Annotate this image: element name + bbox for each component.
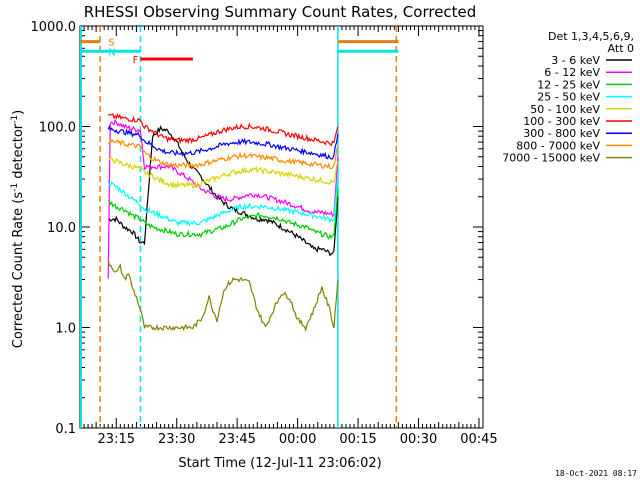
legend-label: 3 - 6 keV bbox=[551, 54, 600, 67]
series-line bbox=[107, 124, 339, 160]
y-axis-label: Corrected Count Rate (s-1 detector-1) bbox=[10, 110, 26, 348]
y-tick-label: 1.0 bbox=[55, 322, 76, 337]
chart-title: RHESSI Observing Summary Count Rates, Co… bbox=[84, 3, 477, 21]
x-tick-label: 00:45 bbox=[460, 432, 497, 447]
y-tick-label: 0.1 bbox=[55, 422, 76, 437]
legend-label: 300 - 800 keV bbox=[523, 127, 600, 140]
x-axis-label: Start Time (12-Jul-11 23:06:02) bbox=[178, 456, 381, 471]
legend-label: 6 - 12 keV bbox=[544, 66, 600, 79]
legend-header-line: Att 0 bbox=[608, 42, 634, 55]
flag-label: F bbox=[133, 55, 139, 66]
series-line bbox=[107, 172, 339, 227]
legend-label: 12 - 25 keV bbox=[537, 78, 600, 91]
series-line bbox=[107, 118, 339, 279]
x-tick-label: 23:15 bbox=[98, 432, 135, 447]
y-tick-label: 10.0 bbox=[47, 221, 76, 236]
x-tick-label: 00:30 bbox=[400, 432, 437, 447]
y-tick-label: 1000.0 bbox=[31, 20, 77, 35]
series-line bbox=[108, 137, 339, 170]
x-tick-label: 00:00 bbox=[279, 432, 316, 447]
x-tick-label: 23:45 bbox=[218, 432, 255, 447]
legend-label: 7000 - 15000 keV bbox=[502, 152, 600, 165]
series-lines bbox=[107, 112, 339, 333]
x-axis: 23:15 23:30 23:45 00:00 00:15 00:30 00:45 bbox=[79, 26, 498, 447]
y-tick-label: 100.0 bbox=[39, 121, 76, 136]
x-tick-label: 23:30 bbox=[158, 432, 195, 447]
timestamp: 18-Oct-2021 08:17 bbox=[555, 469, 637, 478]
vertical-markers bbox=[80, 26, 398, 428]
legend-label: 25 - 50 keV bbox=[537, 91, 600, 104]
series-line bbox=[107, 260, 339, 333]
series-line bbox=[107, 186, 339, 240]
flag-label: S bbox=[108, 38, 114, 49]
series-line bbox=[107, 156, 339, 190]
series-line bbox=[108, 125, 339, 257]
observing-flags: SN F bbox=[80, 38, 399, 66]
flag-label: N bbox=[108, 47, 115, 58]
legend-header-line: Det 1,3,4,5,6,9, bbox=[548, 30, 634, 43]
legend-label: 50 - 100 keV bbox=[530, 103, 600, 116]
y-axis: 1000.0 100.0 10.0 1.0 0.1 bbox=[31, 20, 483, 437]
legend-label: 100 - 300 keV bbox=[523, 115, 600, 128]
legend-label: 800 - 7000 keV bbox=[516, 139, 600, 152]
series-line bbox=[107, 112, 339, 147]
x-tick-label: 00:15 bbox=[339, 432, 376, 447]
